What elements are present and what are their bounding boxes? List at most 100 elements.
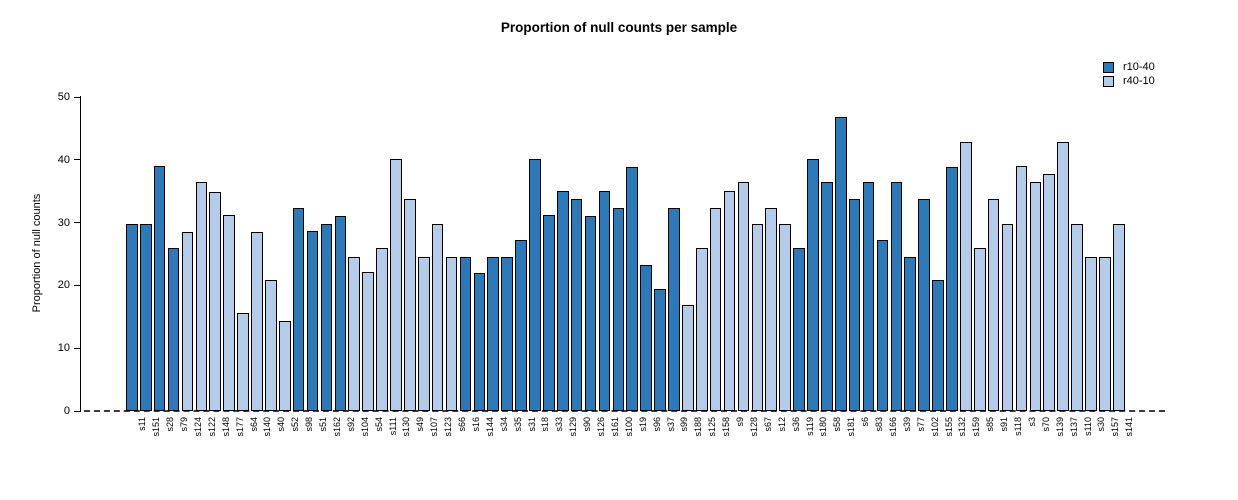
x-tick-label-s157: s157 xyxy=(1110,417,1121,437)
bar-s107 xyxy=(417,257,430,411)
x-tick-label-s77: s77 xyxy=(915,417,926,432)
x-tick-label-s144: s144 xyxy=(484,417,495,437)
bar-s144 xyxy=(473,272,486,411)
bar-s137 xyxy=(1057,142,1069,411)
x-tick-label-s137: s137 xyxy=(1068,417,1079,437)
x-tick-label-s132: s132 xyxy=(957,417,968,437)
legend-label-r40-10: r40-10 xyxy=(1123,75,1155,87)
legend-item-r10-40: r10-40 xyxy=(1103,61,1155,74)
bar-s52 xyxy=(278,321,291,411)
bar-s177 xyxy=(223,215,235,411)
x-tick-label-s128: s128 xyxy=(748,417,759,437)
y-tick xyxy=(74,410,80,412)
bar-s119 xyxy=(793,247,805,411)
bar-s111 xyxy=(376,247,388,411)
bar-s40 xyxy=(265,280,277,411)
x-tick-label-s36: s36 xyxy=(790,417,801,432)
y-tick xyxy=(74,222,80,224)
y-tick-label: 20 xyxy=(57,279,70,292)
x-tick-label-s180: s180 xyxy=(818,417,829,437)
bar-s66 xyxy=(445,257,458,411)
x-tick-label-s129: s129 xyxy=(568,417,579,437)
x-tick-label-s166: s166 xyxy=(887,417,898,437)
x-tick-label-s51: s51 xyxy=(318,417,329,432)
x-tick-label-s110: s110 xyxy=(1082,417,1093,436)
x-tick-label-s70: s70 xyxy=(1040,417,1051,432)
bar-s102 xyxy=(918,199,930,411)
bar-s130 xyxy=(390,158,402,411)
x-tick-label-s49: s49 xyxy=(415,417,426,432)
x-tick-label-s96: s96 xyxy=(651,417,662,432)
bar-s92 xyxy=(334,215,347,411)
x-tick-label-s126: s126 xyxy=(596,417,607,437)
bar-s28 xyxy=(153,166,166,411)
x-tick-label-s159: s159 xyxy=(971,417,982,437)
x-tick-label-s6: s6 xyxy=(860,417,871,427)
x-tick-label-s28: s28 xyxy=(165,417,176,432)
y-tick xyxy=(74,96,80,98)
x-tick-label-s18: s18 xyxy=(540,417,551,432)
bar-s132 xyxy=(946,166,958,411)
bar-s98 xyxy=(292,207,305,411)
x-tick-label-s52: s52 xyxy=(290,417,301,432)
y-tick-label: 10 xyxy=(57,342,70,355)
y-tick xyxy=(74,284,80,286)
x-tick-label-s16: s16 xyxy=(470,417,481,432)
bar-s37 xyxy=(654,288,666,411)
bar-s64 xyxy=(237,313,249,411)
x-tick-label-s39: s39 xyxy=(901,417,912,432)
bar-s90 xyxy=(570,198,583,411)
x-tick-label-s91: s91 xyxy=(999,417,1010,432)
bar-s54 xyxy=(362,272,374,411)
bar-s9 xyxy=(723,191,736,411)
x-tick-label-s19: s19 xyxy=(637,417,648,432)
x-tick-label-s67: s67 xyxy=(762,417,773,432)
bar-s157 xyxy=(1099,257,1111,411)
x-tick-label-s40: s40 xyxy=(276,417,287,432)
x-tick-label-s111: s111 xyxy=(387,417,398,436)
x-tick-label-s58: s58 xyxy=(832,417,843,432)
y-tick-label: 50 xyxy=(57,91,70,103)
bar-s11 xyxy=(126,223,138,411)
bar-s79 xyxy=(167,248,180,411)
x-tick-label-s3: s3 xyxy=(1026,417,1037,427)
x-tick-label-s11: s11 xyxy=(137,417,148,431)
x-tick-label-s98: s98 xyxy=(304,417,315,432)
x-tick-label-s35: s35 xyxy=(512,417,523,432)
bar-s49 xyxy=(404,198,416,411)
x-tick-label-s124: s124 xyxy=(192,417,203,437)
bar-s159 xyxy=(960,142,972,411)
bar-s118 xyxy=(1001,223,1014,411)
x-tick-label-s125: s125 xyxy=(707,417,718,437)
x-tick-label-s64: s64 xyxy=(248,417,259,432)
x-tick-label-s37: s37 xyxy=(665,417,676,432)
bar-s158 xyxy=(709,207,722,411)
bar-s77 xyxy=(904,257,917,411)
x-tick-label-s158: s158 xyxy=(721,417,732,437)
y-tick-label: 40 xyxy=(57,153,70,166)
x-tick-label-s177: s177 xyxy=(234,417,245,437)
x-tick-label-s90: s90 xyxy=(582,417,593,432)
bar-s33 xyxy=(543,215,555,411)
bar-s39 xyxy=(890,182,903,411)
bar-s58 xyxy=(821,182,833,411)
bar-s96 xyxy=(640,264,652,411)
bar-s125 xyxy=(695,247,708,411)
x-tick-label-s99: s99 xyxy=(679,417,690,432)
x-tick-label-s148: s148 xyxy=(220,417,231,437)
bar-s181 xyxy=(834,117,847,411)
y-axis-title: Proportion of null counts xyxy=(31,193,43,313)
bar-s122 xyxy=(195,182,208,411)
bar-s180 xyxy=(807,158,819,411)
x-tick-label-s141: s141 xyxy=(1124,417,1135,437)
bar-s124 xyxy=(181,232,194,411)
x-tick-label-s83: s83 xyxy=(874,417,885,432)
x-tick-label-s102: s102 xyxy=(929,417,940,437)
bar-s3 xyxy=(1015,166,1028,411)
x-tick-label-s66: s66 xyxy=(457,417,468,432)
bar-s6 xyxy=(848,199,861,411)
x-tick-label-s104: s104 xyxy=(359,417,370,437)
y-axis-line xyxy=(80,96,81,412)
bar-s110 xyxy=(1071,223,1083,411)
